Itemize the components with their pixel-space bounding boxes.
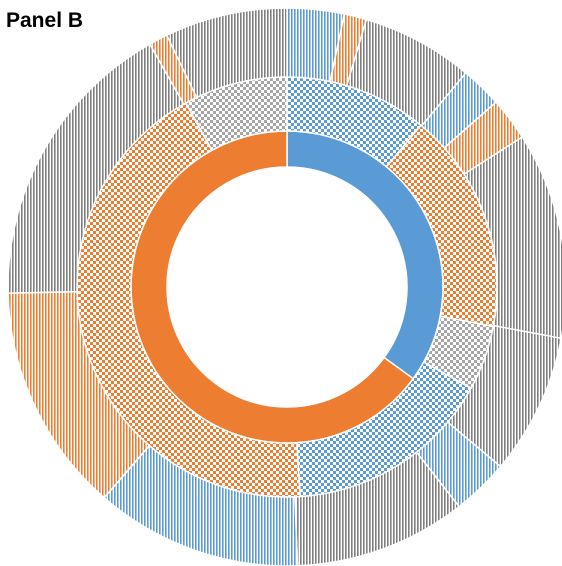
sunburst-segment — [165, 7, 288, 99]
rings — [7, 7, 562, 566]
chart-title: Panel B — [6, 9, 83, 32]
